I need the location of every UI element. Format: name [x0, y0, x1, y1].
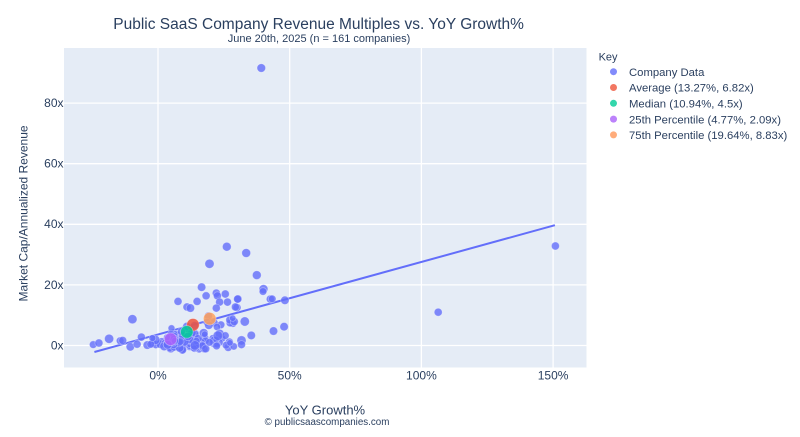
svg-text:100%: 100%	[406, 369, 437, 383]
svg-text:150%: 150%	[538, 369, 569, 383]
svg-text:60x: 60x	[44, 157, 63, 171]
svg-text:0x: 0x	[51, 338, 64, 352]
svg-text:25th Percentile (4.77%, 2.09x): 25th Percentile (4.77%, 2.09x)	[629, 114, 781, 126]
svg-text:© publicsaascompanies.com: © publicsaascompanies.com	[265, 417, 390, 428]
svg-text:75th Percentile (19.64%, 8.83x: 75th Percentile (19.64%, 8.83x)	[629, 130, 787, 142]
svg-text:Company Data: Company Data	[629, 67, 705, 79]
svg-text:Public SaaS Company Revenue Mu: Public SaaS Company Revenue Multiples vs…	[113, 16, 524, 33]
svg-text:Average (13.27%, 6.82x): Average (13.27%, 6.82x)	[629, 83, 754, 95]
svg-text:Median (10.94%, 4.5x): Median (10.94%, 4.5x)	[629, 99, 743, 111]
svg-text:50%: 50%	[278, 369, 302, 383]
svg-text:June 20th, 2025 (n = 161 compa: June 20th, 2025 (n = 161 companies)	[228, 33, 411, 45]
svg-text:80x: 80x	[44, 96, 63, 110]
svg-text:Market Cap/Annualized Revenue: Market Cap/Annualized Revenue	[17, 125, 31, 301]
svg-text:40x: 40x	[44, 217, 63, 231]
svg-text:YoY Growth%: YoY Growth%	[285, 403, 366, 418]
svg-text:20x: 20x	[44, 278, 63, 292]
svg-text:0%: 0%	[149, 369, 167, 383]
svg-text:Key: Key	[599, 52, 618, 64]
